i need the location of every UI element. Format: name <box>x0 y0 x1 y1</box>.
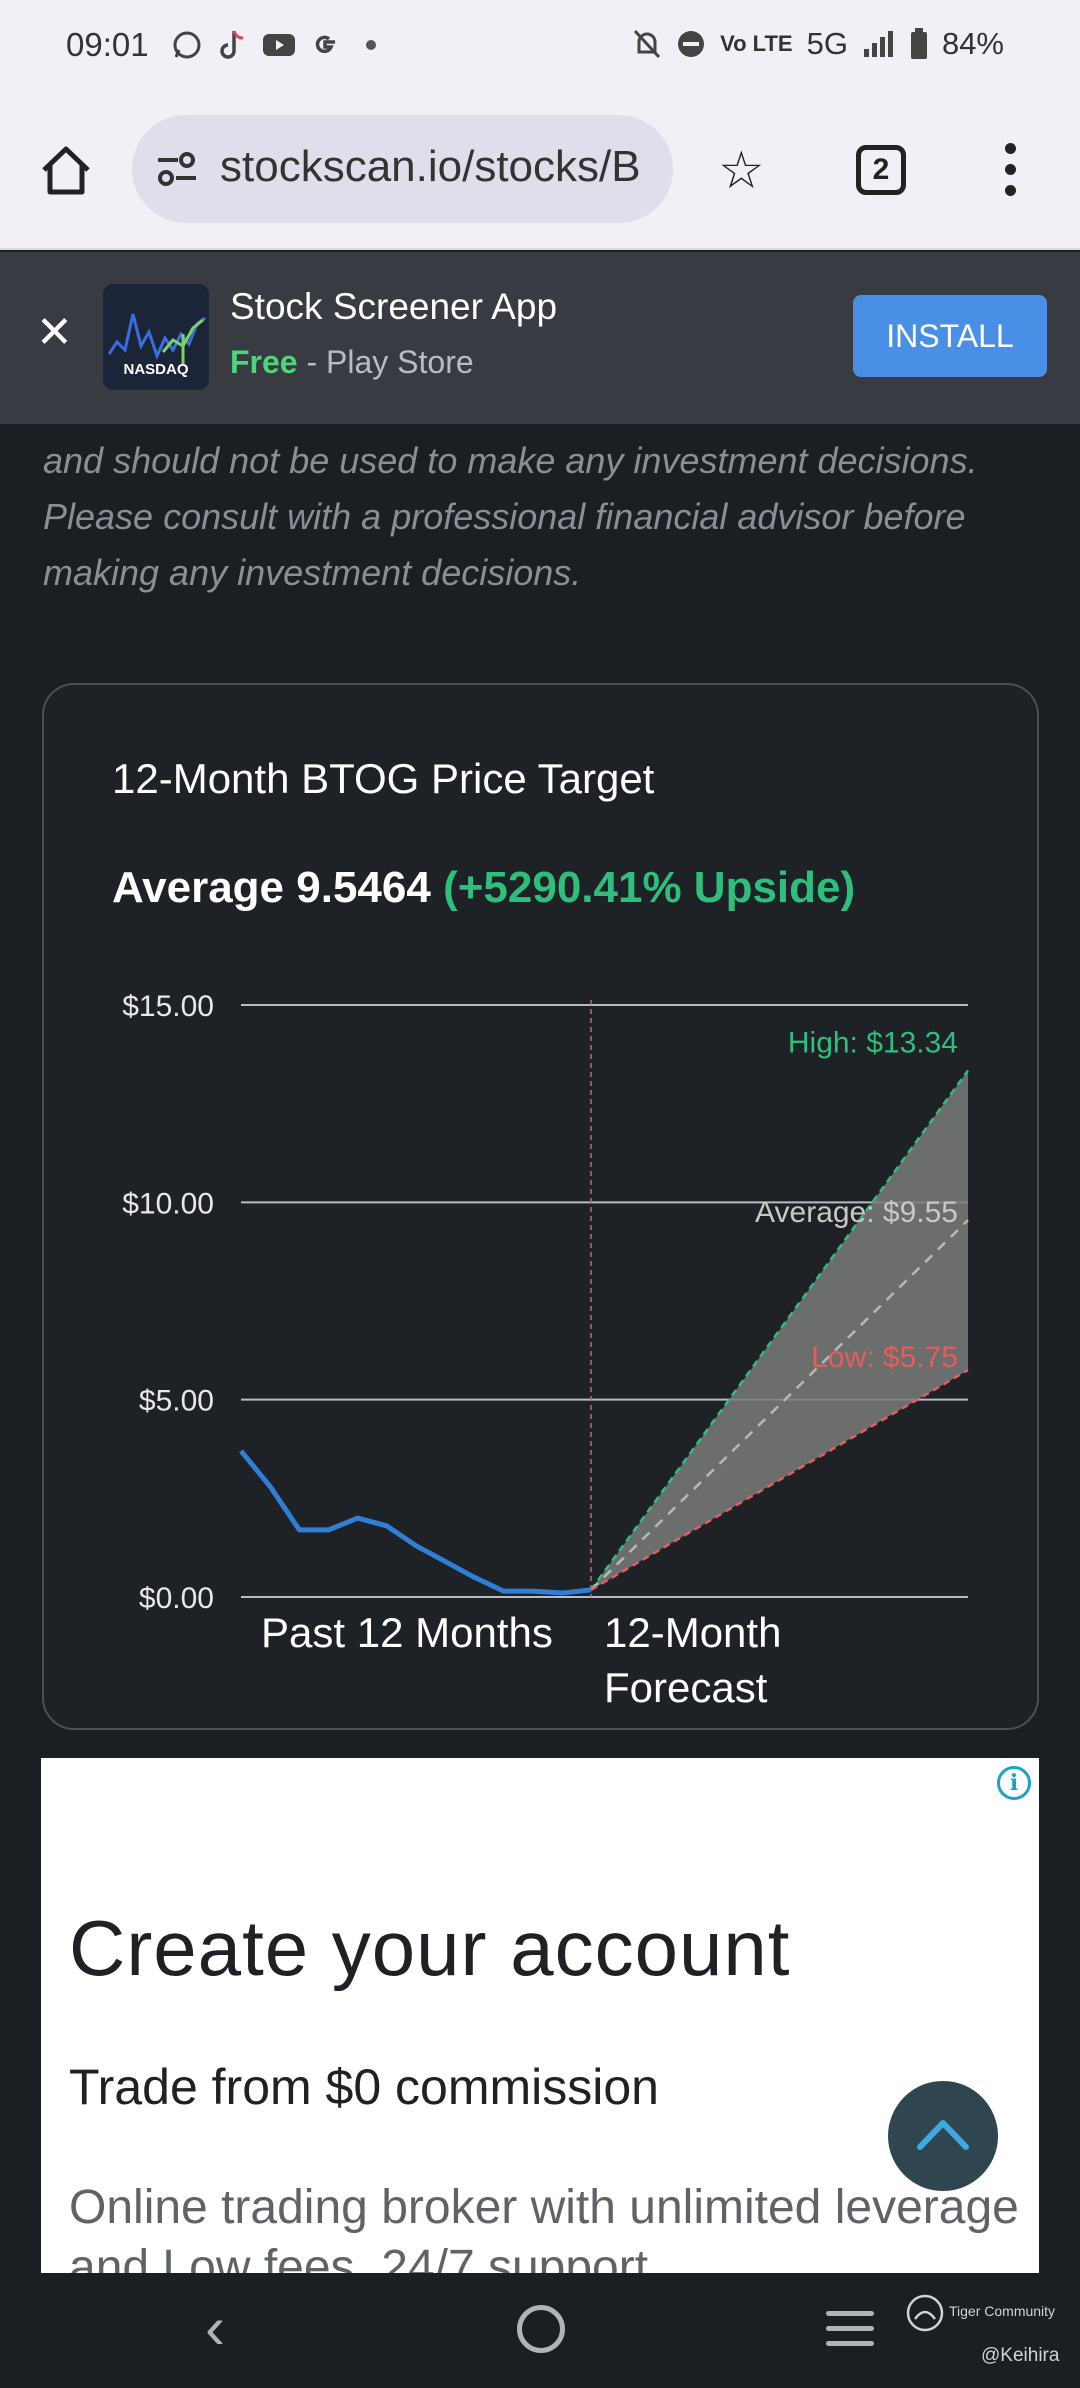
dot-icon <box>354 28 388 62</box>
whatsapp-icon <box>170 28 204 62</box>
overflow-menu-icon[interactable] <box>1003 143 1017 203</box>
status-time: 09:01 <box>66 26 149 63</box>
app-logo-icon: NASDAQ <box>103 284 209 390</box>
y-tick-label: $0.00 <box>139 1582 214 1615</box>
high-forecast-line <box>589 1069 970 1591</box>
past-price-line <box>239 1449 592 1596</box>
app-name: Stock Screener App <box>230 286 558 327</box>
status-bar: 09:01 Vo LTE 5G 84% <box>0 0 1080 95</box>
home-button-icon[interactable] <box>517 2305 565 2353</box>
address-bar[interactable]: stockscan.io/stocks/B <box>132 115 673 223</box>
card-title: 12-Month BTOG Price Target <box>112 755 655 802</box>
app-install-banner: ✕ NASDAQ Stock Screener App Free - Play … <box>0 252 1080 424</box>
bell-off-icon <box>633 29 661 59</box>
price-target-chart: $15.00 $10.00 $5.00 $0.00 High: $13.34 Averag… <box>122 990 970 1711</box>
ad-body: Online trading broker with unlimited lev… <box>69 2181 1019 2273</box>
recents-icon[interactable] <box>826 2311 874 2356</box>
notification-icons <box>170 28 388 62</box>
youtube-icon <box>262 28 296 62</box>
ad-info-icon[interactable]: i <box>997 1766 1031 1800</box>
system-nav-bar: ‹ Tiger Community @Keihira <box>0 2273 1080 2388</box>
tiger-logo-icon <box>906 2294 944 2332</box>
watermark: Tiger Community @Keihira <box>905 2293 1059 2366</box>
site-settings-icon[interactable] <box>156 149 198 189</box>
browser-toolbar: stockscan.io/stocks/B ☆ 2 <box>0 95 1080 250</box>
tab-switcher-button[interactable]: 2 <box>856 145 906 195</box>
bookmark-star-icon[interactable]: ☆ <box>718 142 765 200</box>
store-label: - Play Store <box>297 344 474 380</box>
free-label: Free <box>230 344 298 380</box>
ad-subheadline: Trade from $0 commission <box>69 2059 659 2115</box>
app-logo-text: NASDAQ <box>123 361 189 378</box>
price-target-card: 12-Month BTOG Price Target Average 9.546… <box>42 683 1039 1730</box>
battery-label: 84% <box>941 26 1004 61</box>
disclaimer-text: and should not be used to make any inves… <box>43 440 978 593</box>
watermark-brand: Tiger Community <box>949 2303 1056 2319</box>
average-forecast-line <box>590 1219 969 1591</box>
watermark-handle: @Keihira <box>981 2345 1060 2366</box>
x-label-forecast-2: Forecast <box>604 1664 768 1711</box>
average-summary: Average 9.5464 (+5290.41% Upside) <box>112 863 855 913</box>
high-label: High: $13.34 <box>788 1027 958 1060</box>
volte-label: Vo LTE <box>720 31 793 56</box>
low-forecast-line <box>590 1368 969 1591</box>
y-tick-label: $15.00 <box>122 990 214 1023</box>
dnd-icon <box>678 31 705 57</box>
google-icon <box>308 28 342 62</box>
average-label: Average: $9.55 <box>755 1196 958 1229</box>
home-icon[interactable] <box>38 142 94 198</box>
tab-count: 2 <box>872 153 890 186</box>
average-value: Average 9.5464 <box>112 863 431 912</box>
signal-icon <box>863 31 893 57</box>
chevron-up-icon <box>917 2120 969 2150</box>
x-label-past: Past 12 Months <box>261 1609 553 1656</box>
ad-banner[interactable]: i Create your account Trade from $0 comm… <box>41 1758 1039 2273</box>
low-label: Low: $5.75 <box>811 1341 958 1374</box>
y-tick-label: $5.00 <box>139 1385 214 1418</box>
close-icon[interactable]: ✕ <box>36 308 73 357</box>
status-right: Vo LTE 5G 84% <box>632 26 1004 62</box>
tiktok-icon <box>216 28 250 62</box>
x-label-forecast-1: 12-Month <box>604 1609 781 1656</box>
y-tick-label: $10.00 <box>122 1187 214 1220</box>
ad-headline: Create your account <box>69 1904 791 1992</box>
network-label: 5G <box>806 26 848 61</box>
install-button[interactable]: INSTALL <box>853 295 1047 377</box>
scroll-to-top-button[interactable] <box>888 2081 998 2191</box>
app-subtitle: Free - Play Store <box>230 344 474 381</box>
url-text[interactable]: stockscan.io/stocks/B <box>220 142 641 191</box>
battery-icon <box>910 28 927 59</box>
back-icon[interactable]: ‹ <box>205 2294 225 2361</box>
upside-value: (+5290.41% Upside) <box>443 863 856 912</box>
